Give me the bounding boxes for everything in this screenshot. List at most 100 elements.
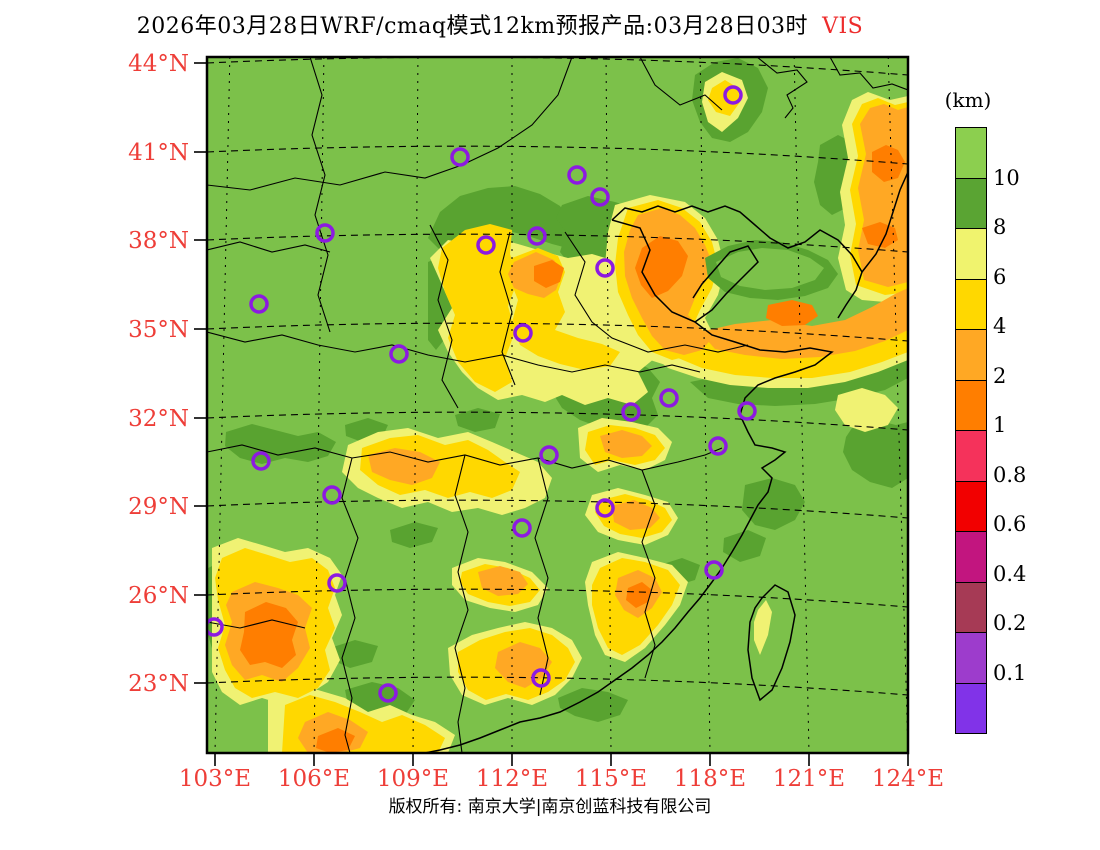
latitude-gridline: [207, 411, 908, 431]
latitude-gridline: [207, 499, 908, 519]
visibility-region: [843, 420, 908, 488]
station-marker: [513, 323, 533, 343]
station-marker: [595, 498, 615, 518]
lat-label: 35°N: [128, 317, 189, 343]
visibility-region: [754, 600, 772, 655]
province-border: [207, 57, 331, 333]
lon-label: 121°E: [773, 766, 845, 792]
lat-label: 29°N: [128, 494, 189, 520]
province-border: [207, 57, 573, 191]
coastline: [861, 171, 908, 273]
station-marker: [476, 235, 496, 255]
station-marker: [527, 226, 547, 246]
visibility-region: [330, 640, 378, 668]
visibility-region: [766, 300, 818, 326]
legend-swatch: [956, 633, 986, 684]
latitude-gridline: [207, 145, 908, 165]
legend-swatch: [956, 683, 986, 733]
legend-swatch: [956, 582, 986, 633]
visibility-region: [478, 566, 528, 596]
station-marker: [327, 573, 347, 593]
province-border: [564, 231, 749, 353]
visibility-region: [438, 224, 518, 392]
station-marker: [378, 683, 398, 703]
station-marker: [621, 402, 641, 422]
station-marker: [512, 518, 532, 538]
station-marker: [539, 445, 559, 465]
color-scale-labels: 10 8 6 4 2 1 0.8 0.6 0.4 0.2 0.1: [993, 165, 1027, 685]
legend-swatch: [956, 481, 986, 532]
station-marker: [531, 668, 551, 688]
lon-label: 118°E: [674, 766, 746, 792]
title-variable-vis: VIS: [822, 14, 864, 39]
coastline: [747, 584, 796, 702]
lat-label: 23°N: [128, 671, 189, 697]
legend-swatch: [956, 178, 986, 229]
province-border: [207, 331, 701, 373]
visibility-region: [612, 500, 660, 530]
lat-label: 38°N: [128, 228, 189, 254]
station-marker: [251, 451, 271, 471]
map-frame: [205, 55, 910, 755]
lat-label: 41°N: [128, 140, 189, 166]
map-layers: [207, 57, 908, 753]
province-border: [639, 57, 908, 119]
coastline: [424, 219, 834, 753]
visibility-region: [495, 642, 552, 688]
station-marker: [207, 617, 224, 637]
station-marker: [249, 294, 269, 314]
latitude-gridline: [207, 233, 908, 253]
visibility-region: [862, 222, 898, 248]
visibility-region: [455, 408, 500, 432]
station-marker: [737, 401, 757, 421]
lat-label: 32°N: [128, 406, 189, 432]
visibility-region: [240, 602, 298, 668]
station-marker: [590, 187, 610, 207]
station-marker: [567, 165, 587, 185]
color-scale-bar: [955, 127, 987, 734]
province-border: [341, 454, 656, 753]
visibility-region: [858, 104, 908, 287]
lon-label: 124°E: [872, 766, 944, 792]
legend-unit-label: (km): [944, 88, 992, 112]
legend-swatch: [956, 279, 986, 330]
visibility-region: [835, 388, 898, 432]
visibility-region: [716, 248, 824, 290]
latitude-gridline: [207, 676, 908, 696]
coastline: [611, 205, 863, 319]
legend-swatch: [956, 431, 986, 482]
legend-swatch: [956, 330, 986, 381]
lon-label: 103°E: [179, 766, 251, 792]
station-marker: [595, 258, 615, 278]
station-marker: [389, 344, 409, 364]
lon-label: 106°E: [278, 766, 350, 792]
visibility-region: [872, 145, 905, 182]
station-marker: [723, 85, 743, 105]
latitude-gridline: [207, 588, 908, 608]
title-main: 2026年03月28日WRF/cmaq模式12km预报产品:03月28日03时: [136, 14, 809, 39]
visibility-region: [225, 424, 336, 464]
station-marker: [708, 436, 728, 456]
visibility-region: [600, 430, 652, 458]
visibility-region: [700, 288, 908, 359]
lat-label: 44°N: [128, 51, 189, 77]
visibility-region: [742, 478, 805, 530]
lon-label: 112°E: [476, 766, 548, 792]
station-marker: [450, 147, 470, 167]
station-marker: [659, 388, 679, 408]
visibility-region: [723, 530, 766, 562]
province-border: [207, 444, 723, 471]
lon-label: 109°E: [377, 766, 449, 792]
legend-swatch: [956, 229, 986, 280]
station-marker: [704, 560, 724, 580]
visibility-region: [368, 448, 440, 485]
visibility-region: [626, 582, 652, 608]
station-marker: [322, 485, 342, 505]
lon-label: 115°E: [575, 766, 647, 792]
province-border: [429, 224, 516, 409]
lat-label: 26°N: [128, 583, 189, 609]
page-title: 2026年03月28日WRF/cmaq模式12km预报产品:03月28日03时 V…: [0, 8, 1000, 40]
station-marker: [315, 223, 335, 243]
